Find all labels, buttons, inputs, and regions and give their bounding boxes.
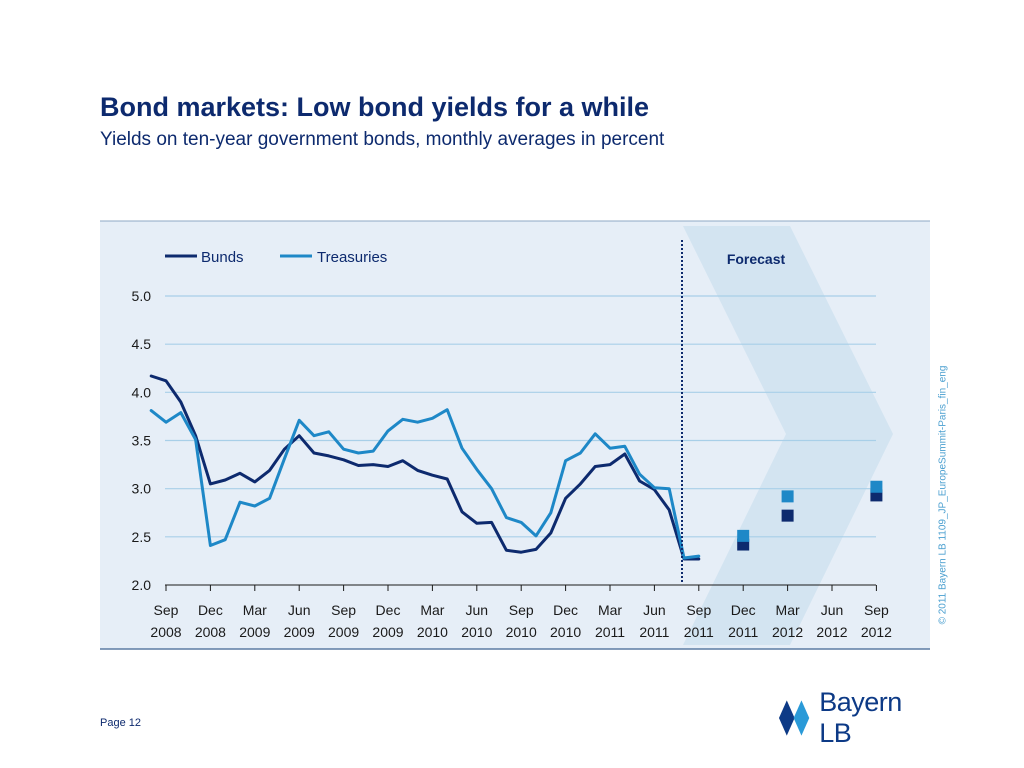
forecast-marker-treasuries xyxy=(737,529,750,542)
series-line-treasuries xyxy=(149,408,701,560)
x-tick-label-year: 2011 xyxy=(684,624,714,640)
legend-treasuries-label: Treasuries xyxy=(317,249,387,266)
forecast-markers xyxy=(737,480,883,551)
x-tick-label-year: 2009 xyxy=(372,624,403,640)
forecast-marker-treasuries xyxy=(781,490,794,503)
logo-mark-icon xyxy=(778,700,810,736)
x-tick-label-year: 2011 xyxy=(639,624,669,640)
x-tick-label-month: Sep xyxy=(509,602,534,618)
y-tick-label: 2.5 xyxy=(132,529,152,545)
x-tick-label-month: Sep xyxy=(686,602,711,618)
y-tick-label: 2.0 xyxy=(132,577,152,593)
x-tick-label-month: Mar xyxy=(776,602,800,618)
series-lines xyxy=(149,374,701,561)
x-tick-label-year: 2011 xyxy=(595,624,625,640)
x-tick-label-year: 2009 xyxy=(284,624,315,640)
x-tick-label-year: 2012 xyxy=(816,624,847,640)
forecast-chevron xyxy=(683,226,893,645)
x-tick-label-month: Sep xyxy=(864,602,889,618)
x-tick-label-year: 2008 xyxy=(150,624,181,640)
x-tick-label-month: Dec xyxy=(376,602,401,618)
y-tick-label: 3.0 xyxy=(132,481,152,497)
x-tick-label-month: Mar xyxy=(420,602,444,618)
bayern-lb-logo: Bayern LB xyxy=(778,687,938,748)
slide-subtitle: Yields on ten-year government bonds, mon… xyxy=(100,129,665,150)
x-tick-label-month: Sep xyxy=(331,602,356,618)
x-tick-label-month: Dec xyxy=(553,602,578,618)
x-tick-label-month: Dec xyxy=(731,602,756,618)
forecast-marker-bunds xyxy=(781,509,794,522)
legend-bunds-label: Bunds xyxy=(201,249,244,266)
x-tick-label-year: 2009 xyxy=(328,624,359,640)
x-tick-label-year: 2010 xyxy=(417,624,448,640)
x-tick-label-month: Jun xyxy=(466,602,489,618)
x-tick-label-year: 2012 xyxy=(861,624,892,640)
x-tick-label-year: 2008 xyxy=(195,624,226,640)
x-tick-label-year: 2012 xyxy=(772,624,803,640)
legend: Bunds Treasuries xyxy=(165,249,387,266)
y-tick-label: 4.5 xyxy=(132,336,152,352)
slide-title: Bond markets: Low bond yields for a whil… xyxy=(100,92,650,122)
y-tick-label: 5.0 xyxy=(132,288,152,304)
y-tick-label: 4.0 xyxy=(132,384,152,400)
page-number: Page 12 xyxy=(100,717,141,729)
x-tick-label-year: 2010 xyxy=(461,624,492,640)
copyright-notice: © 2011 Bayern LB 1109_JP_EuropeSummit-Pa… xyxy=(937,365,949,625)
x-tick-label-month: Jun xyxy=(288,602,311,618)
x-tick-label-month: Mar xyxy=(243,602,267,618)
x-tick-label-month: Jun xyxy=(643,602,666,618)
y-tick-label: 3.5 xyxy=(132,433,152,449)
logo-text: Bayern LB xyxy=(819,687,902,748)
x-tick-label-month: Dec xyxy=(198,602,223,618)
forecast-marker-treasuries xyxy=(870,480,883,493)
grid-lines: 5.0 4.5 4.0 3.5 3.0 2.5 2.0 xyxy=(132,288,876,593)
x-tick-label-year: 2010 xyxy=(550,624,581,640)
x-tick-label-year: 2011 xyxy=(728,624,758,640)
x-axis: Sep 2008 Dec 2008 Mar 2009 Jun 2009 Sep 2009 Dec 20… xyxy=(150,584,892,640)
x-tick-label-month: Jun xyxy=(821,602,844,618)
forecast-label: Forecast xyxy=(727,251,786,267)
x-tick-label-month: Mar xyxy=(598,602,622,618)
x-tick-label-year: 2010 xyxy=(506,624,537,640)
series-line-bunds xyxy=(149,374,701,561)
x-tick-label-month: Sep xyxy=(154,602,179,618)
x-tick-label-year: 2009 xyxy=(239,624,270,640)
